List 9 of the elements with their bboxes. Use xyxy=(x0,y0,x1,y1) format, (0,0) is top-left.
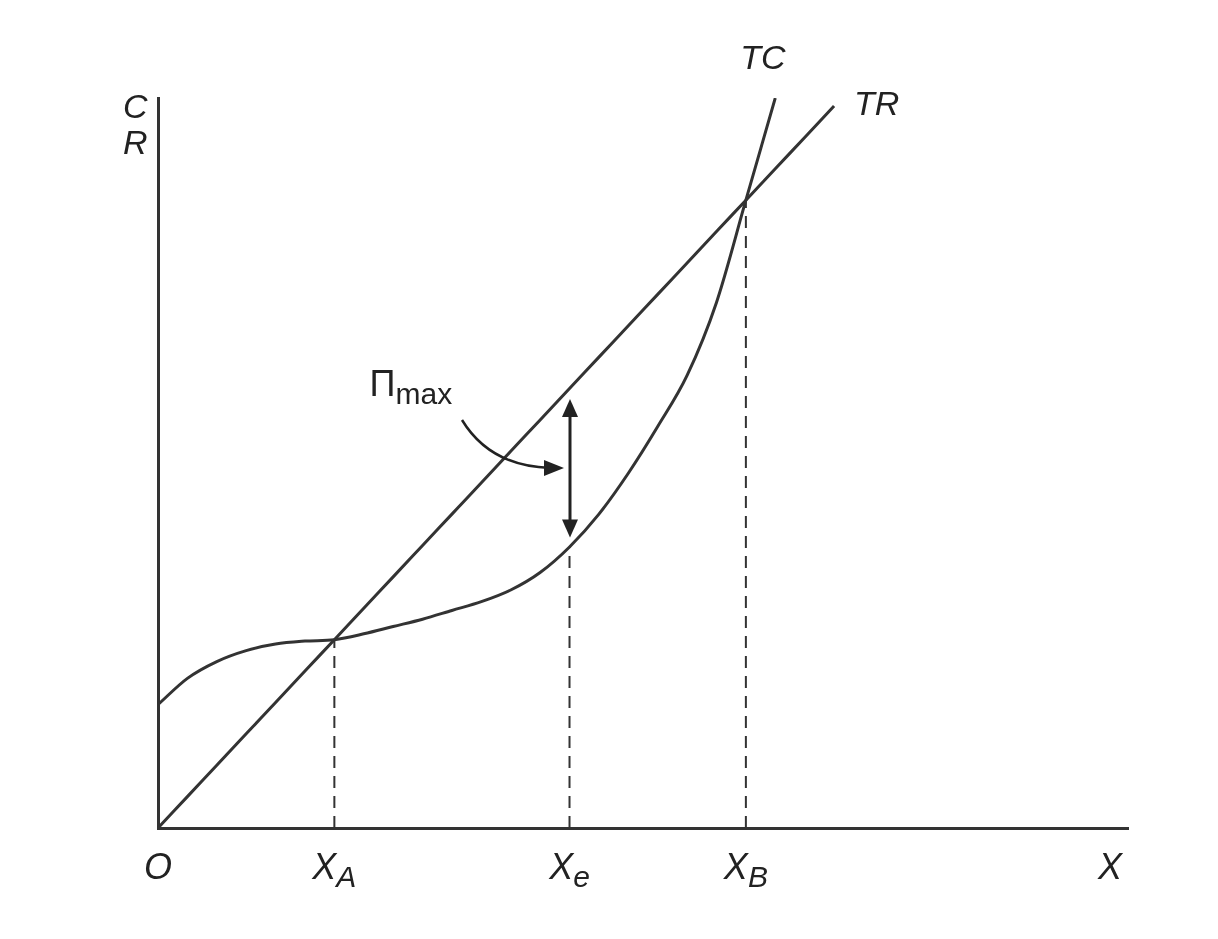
y-axis-title: C R xyxy=(123,87,148,161)
x-tick-label: X$_{A}$ xyxy=(312,846,357,895)
x-axis-title: X xyxy=(1098,846,1123,888)
annotation: Π$_{max}$ xyxy=(369,362,453,411)
series-label: TR xyxy=(854,84,900,124)
x-tick-label: X$_{e}$ xyxy=(549,846,590,895)
series-label: TC xyxy=(740,38,786,77)
x-tick-label: O xyxy=(143,846,173,888)
x-tick-label: X$_{B}$ xyxy=(723,846,768,895)
